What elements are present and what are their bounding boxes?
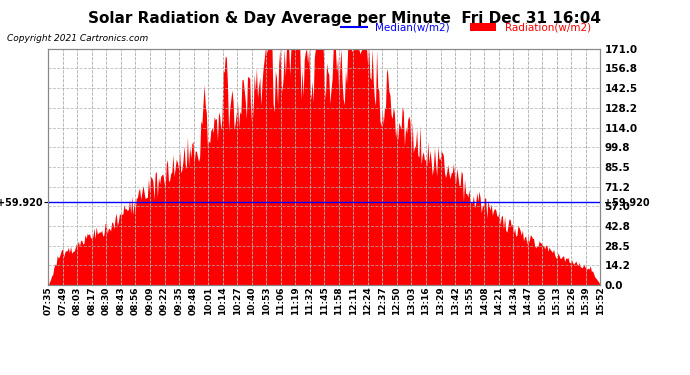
- Text: Solar Radiation & Day Average per Minute  Fri Dec 31 16:04: Solar Radiation & Day Average per Minute…: [88, 11, 602, 26]
- Text: Copyright 2021 Cartronics.com: Copyright 2021 Cartronics.com: [7, 34, 148, 43]
- Legend: Median(w/m2), Radiation(w/m2): Median(w/m2), Radiation(w/m2): [337, 18, 595, 37]
